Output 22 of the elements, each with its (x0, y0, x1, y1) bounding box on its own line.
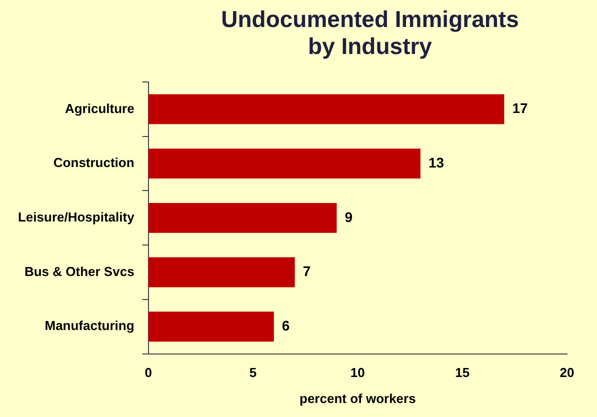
x-tick-label: 15 (455, 365, 470, 380)
bar (148, 312, 274, 342)
y-tick-label: Construction (53, 155, 134, 170)
data-label: 13 (428, 154, 444, 170)
x-axis-title: percent of workers (299, 390, 416, 406)
bar (148, 257, 295, 288)
data-label: 9 (344, 208, 353, 225)
bar (148, 202, 337, 233)
x-tick-label: 5 (249, 365, 257, 380)
data-label: 17 (512, 100, 528, 116)
y-tick-label: Manufacturing (44, 318, 134, 334)
chart-title: Undocumented Immigrants by Industry (220, 6, 520, 60)
bar (148, 94, 504, 124)
y-tick-label: Bus & Other Svcs (24, 264, 134, 279)
x-tick-label: 20 (560, 365, 574, 380)
y-tick-label: Leisure/Hospitality (18, 209, 136, 224)
data-label: 7 (302, 263, 311, 280)
x-tick-label: 10 (350, 365, 365, 380)
y-tick-label: Agriculture (64, 100, 134, 116)
bar (148, 148, 420, 178)
x-tick-label: 0 (144, 365, 152, 380)
data-label: 6 (282, 317, 290, 334)
